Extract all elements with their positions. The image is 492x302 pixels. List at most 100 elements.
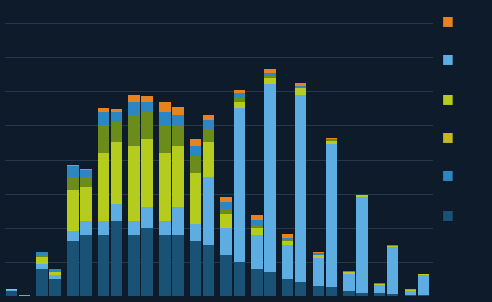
Bar (80, 235, 92, 296)
Bar (264, 85, 276, 272)
Bar (49, 275, 61, 279)
Bar (80, 221, 92, 235)
Bar (282, 238, 293, 240)
Bar (36, 264, 48, 269)
Bar (159, 221, 171, 235)
Bar (98, 125, 109, 153)
Bar (98, 112, 109, 125)
Bar (220, 202, 232, 209)
Bar (36, 252, 48, 255)
Bar (295, 83, 307, 85)
Bar (172, 235, 184, 296)
Bar (111, 221, 123, 296)
Bar (6, 291, 17, 296)
Bar (190, 173, 201, 224)
Bar (220, 214, 232, 228)
Bar (6, 289, 17, 290)
Bar (343, 274, 355, 291)
Bar (128, 101, 140, 115)
Bar (172, 146, 184, 207)
Bar (190, 156, 201, 173)
Bar (220, 255, 232, 296)
Bar (326, 138, 337, 140)
Bar (374, 284, 385, 285)
Bar (172, 115, 184, 125)
Bar (111, 122, 123, 143)
Bar (282, 245, 293, 279)
Bar (203, 115, 215, 120)
Bar (312, 252, 324, 253)
Bar (203, 177, 215, 245)
Text: ■: ■ (441, 168, 453, 181)
Bar (387, 294, 399, 296)
Bar (251, 215, 263, 220)
Bar (326, 140, 337, 141)
Bar (190, 224, 201, 241)
Bar (6, 290, 17, 291)
Bar (67, 165, 79, 166)
Bar (142, 139, 153, 207)
Bar (295, 88, 307, 95)
Bar (404, 294, 416, 296)
Bar (264, 76, 276, 78)
Bar (98, 153, 109, 221)
Bar (159, 235, 171, 296)
Bar (282, 279, 293, 296)
Text: ■: ■ (441, 92, 453, 105)
Bar (172, 107, 184, 115)
Bar (234, 93, 245, 98)
Bar (19, 295, 31, 296)
Bar (251, 228, 263, 235)
Bar (190, 139, 201, 146)
Bar (98, 235, 109, 296)
Bar (36, 257, 48, 264)
Bar (98, 108, 109, 112)
Bar (312, 255, 324, 259)
Bar (264, 72, 276, 76)
Bar (36, 269, 48, 296)
Bar (172, 207, 184, 235)
Bar (80, 187, 92, 221)
Bar (142, 112, 153, 139)
Bar (356, 197, 368, 293)
Bar (128, 235, 140, 296)
Bar (264, 69, 276, 72)
Bar (111, 109, 123, 112)
Bar (67, 241, 79, 296)
Text: ■: ■ (441, 14, 453, 27)
Bar (142, 207, 153, 228)
Bar (128, 221, 140, 235)
Bar (67, 177, 79, 190)
Bar (264, 78, 276, 85)
Bar (418, 275, 429, 295)
Bar (326, 288, 337, 296)
Bar (251, 269, 263, 296)
Bar (36, 255, 48, 257)
Bar (282, 233, 293, 238)
Bar (220, 228, 232, 255)
Bar (374, 285, 385, 293)
Bar (190, 146, 201, 156)
Bar (356, 293, 368, 296)
Bar (159, 125, 171, 153)
Bar (49, 271, 61, 272)
Bar (326, 144, 337, 288)
Bar (172, 125, 184, 146)
Bar (159, 101, 171, 112)
Bar (203, 245, 215, 296)
Bar (295, 85, 307, 87)
Text: ■: ■ (441, 130, 453, 143)
Bar (80, 169, 92, 170)
Bar (326, 141, 337, 144)
Bar (67, 231, 79, 241)
Bar (203, 129, 215, 143)
Bar (128, 146, 140, 221)
Bar (49, 269, 61, 271)
Bar (343, 272, 355, 274)
Bar (142, 96, 153, 101)
Bar (159, 153, 171, 221)
Bar (190, 241, 201, 296)
Bar (374, 293, 385, 296)
Bar (80, 170, 92, 177)
Bar (220, 197, 232, 202)
